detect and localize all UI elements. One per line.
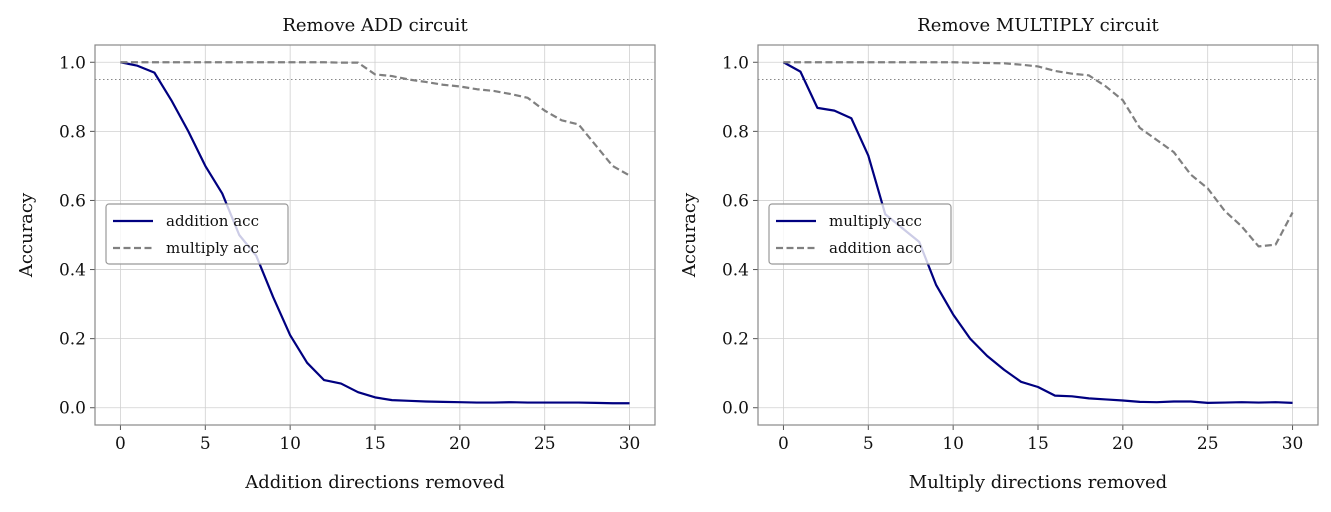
legend-label: addition acc: [829, 239, 922, 257]
y-tick-label: 0.2: [722, 330, 749, 350]
x-tick-label: 0: [115, 434, 126, 454]
series-line-addition-acc: [120, 61, 630, 405]
x-tick-label: 15: [1027, 434, 1049, 454]
legend: multiply acc addition acc: [768, 203, 952, 265]
y-tick-label: 0.0: [59, 399, 86, 419]
x-tick-label: 25: [1197, 434, 1219, 454]
chart-title: Remove ADD circuit: [282, 15, 468, 36]
legend-label: addition acc: [166, 212, 259, 230]
series-line-addition-acc: [783, 61, 1294, 248]
x-tick-label: 10: [279, 434, 301, 454]
y-tick-label: 0.4: [722, 261, 749, 281]
x-tick-label: 25: [534, 434, 556, 454]
y-tick-label: 0.0: [722, 399, 749, 419]
axes-frame: [94, 44, 656, 426]
y-tick-label: 0.8: [722, 122, 749, 142]
chart-panel-2: 0 5 10 15 20 25 30 0.0 0.2 0.4 0.6 0.8 1.0 Remove MUL…: [679, 15, 1319, 493]
y-axis-label: Accuracy: [16, 192, 37, 278]
chart-title: Remove MULTIPLY circuit: [917, 15, 1159, 36]
x-tick-label: 20: [1112, 434, 1134, 454]
y-tick-label: 0.6: [722, 191, 749, 211]
series-line-multiply-acc: [782, 61, 1293, 404]
x-tick-label: 30: [1282, 434, 1304, 454]
y-tick-label: 1.0: [59, 53, 86, 73]
y-tick-label: 0.2: [59, 330, 86, 350]
x-tick-label: 0: [778, 434, 789, 454]
x-tick-label: 5: [200, 434, 211, 454]
x-tick-label: 10: [942, 434, 964, 454]
series-line-multiply-acc: [120, 61, 631, 177]
y-tick-label: 1.0: [722, 53, 749, 73]
axes-frame: [757, 44, 1319, 426]
chart-panel-1: 0 5 10 15 20 25 30 0.0 0.2 0.4 0.6 0.8 1.0 Remove ADD…: [16, 15, 656, 493]
legend-label: multiply acc: [829, 212, 922, 230]
y-tick-label: 0.6: [59, 191, 86, 211]
y-axis-label: Accuracy: [679, 192, 700, 278]
x-tick-label: 30: [619, 434, 641, 454]
x-tick-label: 20: [449, 434, 471, 454]
x-tick-label: 5: [863, 434, 874, 454]
legend-label: multiply acc: [166, 239, 259, 257]
y-tick-label: 0.8: [59, 122, 86, 142]
x-axis-label: Multiply directions removed: [909, 472, 1167, 493]
x-tick-label: 15: [364, 434, 386, 454]
y-tick-label: 0.4: [59, 261, 86, 281]
legend: addition acc multiply acc: [105, 203, 289, 265]
x-axis-label: Addition directions removed: [244, 472, 504, 493]
